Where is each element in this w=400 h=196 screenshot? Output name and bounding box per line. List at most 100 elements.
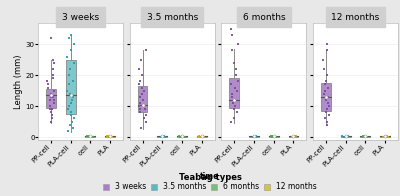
Legend: 3 weeks, 3.5 months, 6 months, 12 months: 3 weeks, 3.5 months, 6 months, 12 months <box>102 171 318 192</box>
Point <box>160 135 166 138</box>
Point <box>70 80 77 83</box>
Point <box>234 111 240 114</box>
Title: 3.5 months: 3.5 months <box>146 13 198 22</box>
Bar <box>380 136 390 137</box>
Point <box>48 120 54 123</box>
Bar <box>229 78 239 108</box>
Point <box>158 135 165 138</box>
Bar <box>321 83 331 111</box>
Point <box>141 117 148 120</box>
Y-axis label: Length (mm): Length (mm) <box>14 54 23 109</box>
Point <box>326 114 332 117</box>
Point <box>139 74 145 77</box>
Point <box>323 111 329 114</box>
Point <box>364 135 370 138</box>
Point <box>380 135 386 138</box>
Point <box>104 135 110 138</box>
Point <box>324 120 330 123</box>
Bar <box>66 60 76 114</box>
Point <box>176 135 182 138</box>
Point <box>86 135 92 138</box>
Point <box>48 111 54 114</box>
Point <box>48 92 54 95</box>
Point <box>50 58 56 61</box>
Point <box>66 104 72 108</box>
Point <box>136 104 143 108</box>
Point <box>182 135 189 138</box>
Point <box>137 80 144 83</box>
Point <box>48 95 54 98</box>
Point <box>89 135 96 138</box>
Point <box>324 43 330 46</box>
Point <box>201 135 207 138</box>
Point <box>136 83 142 86</box>
Point <box>136 102 143 105</box>
Bar <box>46 89 56 108</box>
Point <box>64 129 71 132</box>
Point <box>142 120 149 123</box>
Point <box>64 108 71 111</box>
Point <box>137 111 144 114</box>
Point <box>342 135 348 138</box>
Point <box>229 33 236 36</box>
Point <box>228 83 234 86</box>
Point <box>48 114 55 117</box>
Point <box>44 86 51 89</box>
Point <box>44 80 51 83</box>
Point <box>66 92 73 95</box>
Point <box>233 67 239 71</box>
Point <box>325 86 332 89</box>
Point <box>253 135 259 138</box>
Point <box>234 89 241 92</box>
Bar <box>197 136 207 137</box>
Point <box>105 135 111 138</box>
Point <box>66 83 72 86</box>
Point <box>234 80 241 83</box>
Point <box>50 102 57 105</box>
Point <box>70 43 77 46</box>
Point <box>50 77 56 80</box>
Point <box>67 111 74 114</box>
Point <box>51 61 58 64</box>
Bar <box>85 136 95 137</box>
Point <box>268 135 275 138</box>
Text: Teabag types: Teabag types <box>178 173 242 182</box>
Point <box>292 135 299 138</box>
Point <box>324 95 331 98</box>
Point <box>385 135 391 138</box>
Point <box>50 95 56 98</box>
Point <box>139 86 145 89</box>
Title: 12 months: 12 months <box>332 13 380 22</box>
Point <box>360 135 366 138</box>
Bar <box>269 136 279 137</box>
Point <box>269 135 276 138</box>
Point <box>69 98 75 102</box>
Point <box>320 58 326 61</box>
Point <box>363 135 369 138</box>
Point <box>138 92 145 95</box>
Point <box>268 135 274 138</box>
Point <box>177 135 184 138</box>
Title: 6 months: 6 months <box>242 13 285 22</box>
Point <box>292 135 298 138</box>
Point <box>160 135 167 138</box>
Point <box>196 135 203 138</box>
Bar <box>341 136 351 137</box>
Point <box>288 135 295 138</box>
Point <box>200 135 206 138</box>
Point <box>47 98 53 102</box>
Point <box>341 135 347 138</box>
Point <box>179 135 186 138</box>
Point <box>249 135 256 138</box>
Point <box>50 74 56 77</box>
Point <box>64 55 70 58</box>
Point <box>322 89 328 92</box>
Point <box>339 135 345 138</box>
Point <box>233 74 239 77</box>
Point <box>229 92 236 95</box>
Point <box>71 117 77 120</box>
Point <box>292 135 299 138</box>
Point <box>228 27 234 30</box>
Point <box>50 67 57 71</box>
Point <box>324 74 330 77</box>
